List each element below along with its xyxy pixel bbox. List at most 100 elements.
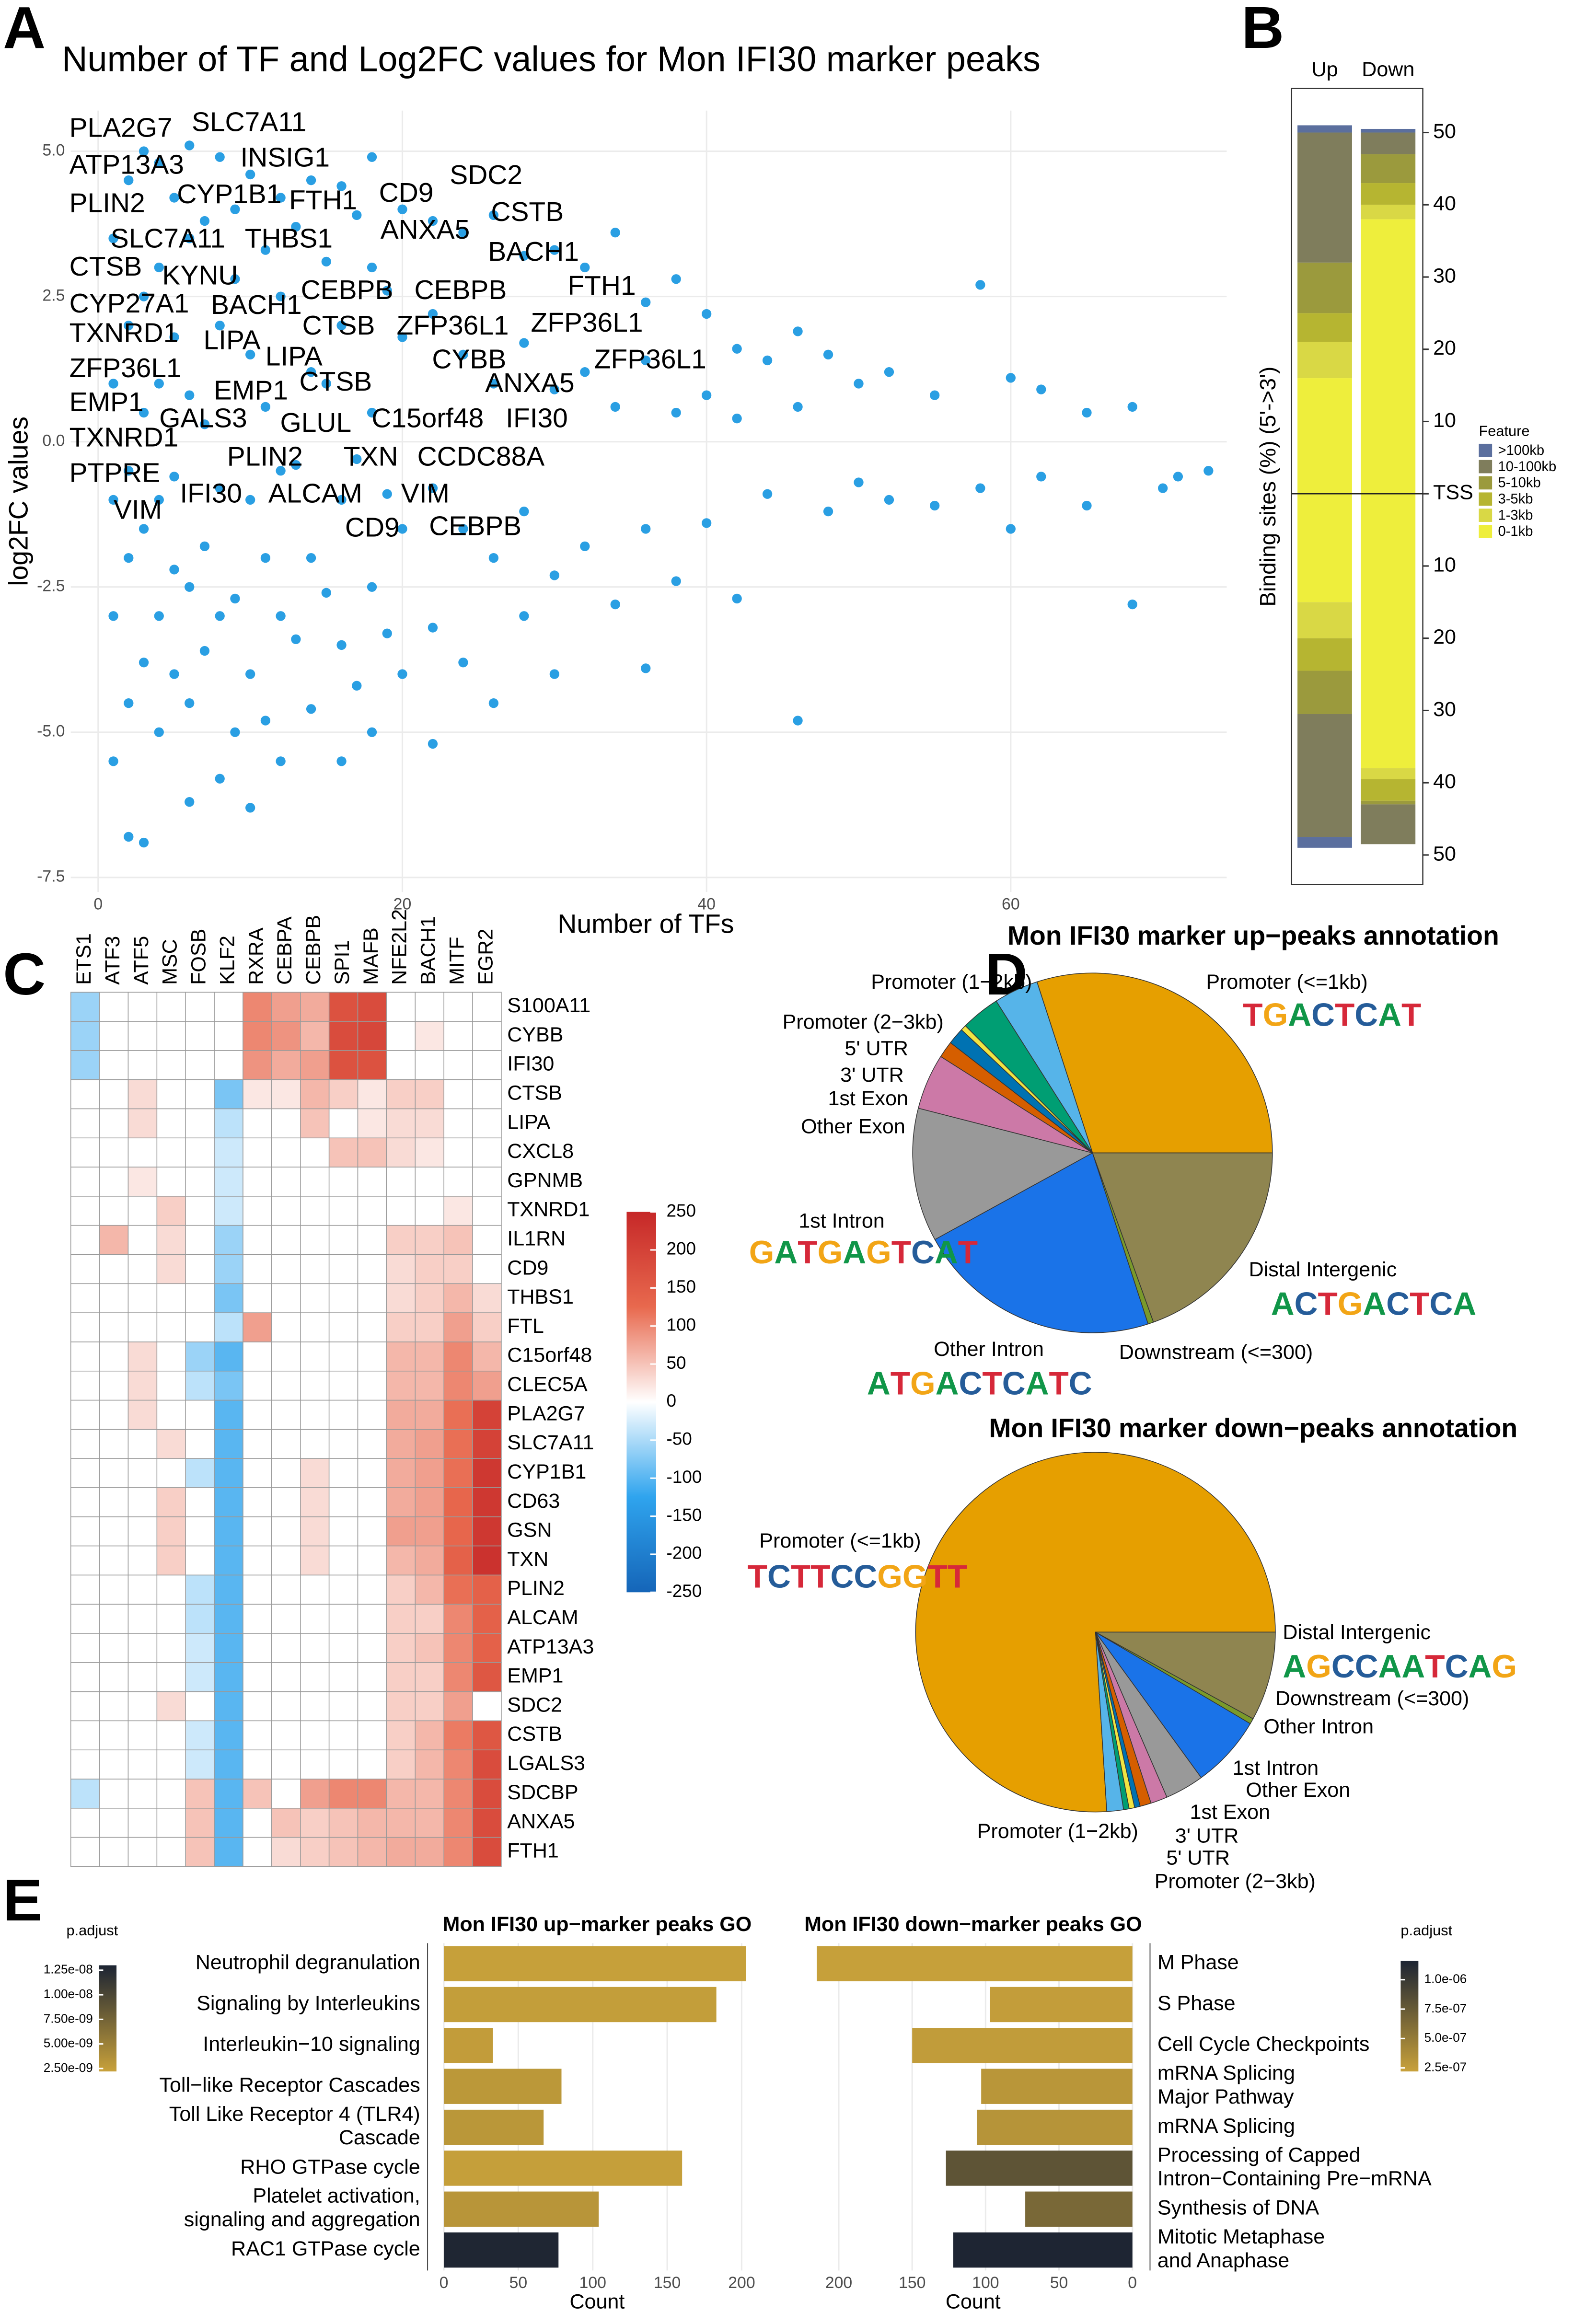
heatmap-cell <box>70 1487 100 1517</box>
heatmap-cell <box>127 1021 158 1051</box>
point <box>367 727 377 737</box>
point <box>519 611 529 621</box>
column-label: ATF3 <box>101 936 124 985</box>
x-axis-label: Count <box>569 2290 625 2313</box>
panel-letter: A <box>3 0 46 61</box>
y-tick-label: 2.5 <box>42 287 65 305</box>
bar <box>990 1987 1133 2023</box>
heatmap-cell <box>328 1808 359 1838</box>
gene-label: EMP1 <box>214 375 288 405</box>
heatmap-cell <box>472 1429 502 1459</box>
heatmap-cell <box>70 1429 100 1459</box>
heatmap-cell <box>386 1779 416 1809</box>
column-label: CEBPB <box>302 915 325 985</box>
heatmap-cell <box>214 1604 243 1634</box>
pie-slice <box>934 1152 1149 1333</box>
heatmap-cell <box>156 1021 186 1051</box>
heatmap-cell <box>243 1050 272 1080</box>
point <box>458 228 468 238</box>
heatmap-cell <box>472 1225 502 1255</box>
gene-label: CYBB <box>432 344 506 375</box>
colorbar-label: 2.50e-09 <box>44 2060 93 2075</box>
gene-label: CEBPB <box>429 510 521 541</box>
y-tick-label: 30 <box>1433 264 1456 287</box>
heatmap-cell <box>156 1545 186 1576</box>
point <box>397 524 407 534</box>
pie-slice <box>912 1108 1094 1240</box>
heatmap-cell <box>415 1429 444 1459</box>
heatmap-cell <box>472 1545 502 1576</box>
heatmap-cell <box>70 1837 100 1867</box>
heatmap-cell <box>443 1050 473 1080</box>
slice-label: Other Exon <box>1246 1779 1350 1802</box>
heatmap-cell <box>357 1312 387 1342</box>
heatmap-cell <box>328 992 359 1022</box>
heatmap-cell <box>185 1341 215 1372</box>
category-label: mRNA Splicing <box>1157 2115 1295 2138</box>
point <box>930 500 940 511</box>
heatmap-cell <box>271 1341 301 1372</box>
point <box>382 286 392 296</box>
row-label: TXN <box>507 1548 548 1571</box>
slice-label: Downstream (<=300) <box>1275 1687 1469 1710</box>
point <box>276 611 286 621</box>
gene-label: CYP1B1 <box>177 179 281 209</box>
heatmap-cell <box>300 1225 330 1255</box>
y-tick-label: -7.5 <box>37 867 65 886</box>
heatmap-cell <box>328 1749 359 1780</box>
heatmap-cell <box>300 1691 330 1722</box>
heatmap-cell <box>214 1079 243 1110</box>
heatmap-cell <box>243 1516 272 1547</box>
gene-label: ZFP36L1 <box>397 310 509 341</box>
heatmap-cell <box>415 1633 444 1663</box>
colorbar-label: 1.00e-08 <box>44 1987 93 2001</box>
heatmap-cell <box>328 1108 359 1139</box>
point <box>230 727 240 737</box>
heatmap-cell <box>300 1749 330 1780</box>
point <box>124 321 134 331</box>
heatmap-cell <box>415 1108 444 1139</box>
point <box>732 344 742 354</box>
heatmap-cell <box>185 1691 215 1722</box>
row-label: GSN <box>507 1519 552 1542</box>
heatmap-cell <box>443 1312 473 1342</box>
heatmap-cell <box>214 1779 243 1809</box>
point <box>124 175 134 185</box>
heatmap-cell <box>185 1050 215 1080</box>
bar-segment <box>1361 183 1416 205</box>
heatmap-cell <box>415 1167 444 1197</box>
heatmap-cell <box>214 1720 243 1751</box>
heatmap-cell <box>328 1458 359 1488</box>
heatmap-cell <box>185 1720 215 1751</box>
heatmap-cell <box>70 1574 100 1605</box>
point <box>397 204 407 214</box>
bar <box>1025 2191 1133 2227</box>
heatmap-cell <box>127 1225 158 1255</box>
heatmap-cell <box>328 1079 359 1110</box>
point <box>139 658 149 668</box>
heatmap-cell <box>243 1662 272 1692</box>
heatmap-cell <box>328 1312 359 1342</box>
point <box>1006 373 1016 383</box>
legend-label: 1-3kb <box>1498 508 1533 523</box>
point <box>230 274 240 284</box>
heatmap-cell <box>127 1196 158 1226</box>
bar <box>444 2109 544 2145</box>
heatmap-cell <box>415 1545 444 1576</box>
heatmap-cell <box>443 1283 473 1313</box>
heatmap-cell <box>357 1137 387 1168</box>
heatmap-cell <box>99 1779 129 1809</box>
heatmap-cell <box>386 1720 416 1751</box>
point <box>215 152 225 162</box>
heatmap-cell <box>243 1108 272 1139</box>
heatmap-cell <box>214 992 243 1022</box>
heatmap-cell <box>357 1254 387 1284</box>
heatmap-cell <box>386 1429 416 1459</box>
heatmap-cell <box>127 1516 158 1547</box>
gene-label: ANXA5 <box>485 368 575 398</box>
heatmap-cell <box>185 1808 215 1838</box>
row-label: ANXA5 <box>507 1810 575 1833</box>
point <box>185 797 195 807</box>
colorbar-label: 7.50e-09 <box>44 2011 93 2025</box>
gene-label: LIPA <box>204 325 261 356</box>
